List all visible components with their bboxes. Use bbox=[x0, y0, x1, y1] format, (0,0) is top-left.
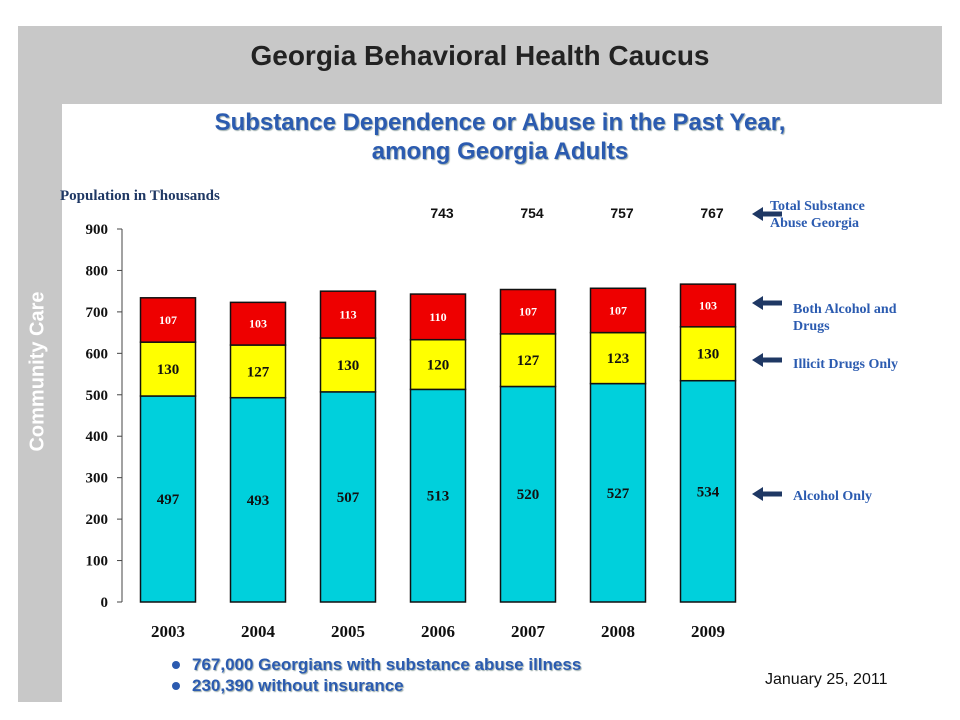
x-tick-label: 2008 bbox=[601, 622, 635, 641]
x-tick-label: 2004 bbox=[241, 622, 276, 641]
bar-segment bbox=[139, 395, 197, 603]
x-tick-label: 2009 bbox=[691, 622, 725, 641]
y-tick-label: 700 bbox=[86, 305, 109, 321]
x-tick-label: 2003 bbox=[151, 622, 185, 641]
bar-segment bbox=[499, 333, 557, 388]
bar-segment bbox=[319, 290, 377, 339]
y-tick-label: 800 bbox=[86, 263, 109, 279]
bullet-text: 767,000 Georgians with substance abuse i… bbox=[192, 655, 582, 674]
y-tick-label: 100 bbox=[86, 554, 109, 570]
bullet-item: 767,000 Georgians with substance abuse i… bbox=[172, 654, 581, 675]
bar-segment bbox=[139, 297, 197, 343]
bar-segment bbox=[679, 283, 737, 328]
bar-segment bbox=[229, 344, 287, 399]
bar-value-label: 127 bbox=[517, 353, 540, 369]
total-value-label: 757 bbox=[610, 205, 634, 221]
legend-label-both: Both Alcohol and Drugs bbox=[793, 302, 897, 334]
bar-value-label: 107 bbox=[609, 303, 627, 317]
x-tick-label: 2005 bbox=[331, 622, 365, 641]
bar-segment bbox=[589, 287, 647, 334]
arrow-left-icon bbox=[752, 353, 782, 367]
bar-value-label: 113 bbox=[339, 308, 356, 322]
bullet-dot-icon bbox=[172, 681, 180, 690]
total-value-label: 754 bbox=[520, 205, 544, 221]
bar-segment bbox=[409, 388, 467, 603]
bar-value-label: 497 bbox=[157, 492, 180, 508]
y-tick-label: 400 bbox=[86, 429, 109, 445]
bar-segment bbox=[319, 391, 377, 603]
chart-title: Substance Dependence or Abuse in the Pas… bbox=[150, 108, 850, 166]
bar-segment bbox=[589, 382, 647, 603]
bar-segment bbox=[409, 338, 467, 391]
bar-segment bbox=[499, 288, 557, 335]
bar-value-label: 120 bbox=[427, 358, 450, 374]
y-tick-label: 500 bbox=[86, 388, 109, 404]
y-tick-label: 900 bbox=[86, 222, 109, 238]
bar-value-label: 130 bbox=[697, 347, 720, 363]
bar-value-label: 127 bbox=[247, 364, 270, 380]
y-tick-label: 200 bbox=[86, 512, 109, 528]
bar-segment bbox=[409, 293, 467, 341]
bar-value-label: 534 bbox=[697, 484, 720, 500]
y-tick-label: 600 bbox=[86, 346, 109, 362]
x-tick-label: 2007 bbox=[511, 622, 546, 641]
bar-segment bbox=[589, 331, 647, 385]
bar-segment bbox=[499, 385, 557, 603]
bar-value-label: 493 bbox=[247, 493, 270, 509]
legend-label-total: Total Substance Abuse Georgia bbox=[770, 199, 865, 231]
bar-value-label: 130 bbox=[337, 358, 360, 374]
header-band bbox=[18, 26, 942, 104]
bar-value-label: 103 bbox=[249, 317, 267, 331]
bar-value-label: 123 bbox=[607, 351, 630, 367]
bar-value-label: 110 bbox=[429, 310, 446, 324]
bar-value-label: 107 bbox=[159, 313, 177, 327]
footer-date: January 25, 2011 bbox=[765, 671, 888, 688]
bar-segment bbox=[229, 396, 287, 603]
bullet-dot-icon bbox=[172, 660, 180, 669]
bar-value-label: 107 bbox=[519, 305, 537, 319]
y-axis-label: Population in Thousands bbox=[60, 188, 220, 204]
legend-label-alcohol: Alcohol Only bbox=[793, 489, 872, 504]
bar-value-label: 103 bbox=[699, 298, 717, 312]
y-tick-label: 300 bbox=[86, 471, 109, 487]
arrow-left-icon bbox=[752, 487, 782, 501]
bullet-item: 230,390 without insurance bbox=[172, 675, 581, 696]
side-band bbox=[18, 104, 62, 702]
slide-title: Georgia Behavioral Health Caucus bbox=[250, 40, 710, 71]
bar-segment bbox=[229, 301, 287, 346]
bar-value-label: 527 bbox=[607, 486, 630, 502]
x-tick-label: 2006 bbox=[421, 622, 455, 641]
bar-value-label: 130 bbox=[157, 362, 180, 378]
bullet-text: 230,390 without insurance bbox=[192, 676, 404, 695]
bar-segment bbox=[679, 326, 737, 382]
bullet-list: 767,000 Georgians with substance abuse i… bbox=[172, 654, 581, 696]
total-value-label: 743 bbox=[430, 205, 454, 221]
total-value-label: 767 bbox=[700, 205, 724, 221]
legend-label-illicit: Illicit Drugs Only bbox=[793, 357, 898, 372]
bar-segment bbox=[679, 379, 737, 603]
bar-value-label: 520 bbox=[517, 487, 540, 503]
bar-value-label: 513 bbox=[427, 489, 450, 505]
arrow-left-icon bbox=[752, 296, 782, 310]
bar-value-label: 507 bbox=[337, 490, 360, 506]
chart-title-line-1: Substance Dependence or Abuse in the Pas… bbox=[214, 109, 786, 136]
y-tick-label: 0 bbox=[101, 595, 109, 611]
arrow-left-icon bbox=[752, 207, 782, 221]
chart-title-line-2: among Georgia Adults bbox=[371, 138, 629, 165]
